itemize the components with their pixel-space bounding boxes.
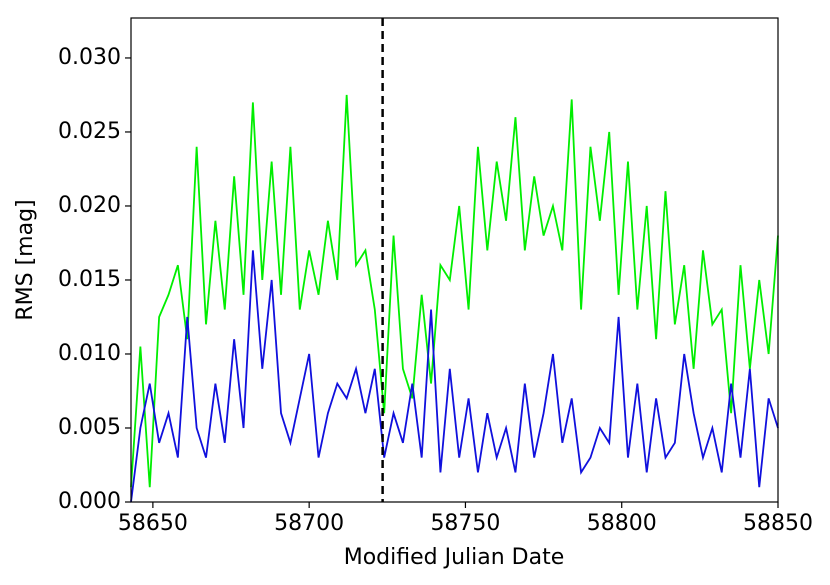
x-tick-label: 58650 — [118, 511, 188, 536]
y-tick-label: 0.000 — [58, 489, 121, 514]
x-tick-label: 58800 — [587, 511, 657, 536]
x-tick-label: 58750 — [430, 511, 500, 536]
plot-frame — [130, 17, 779, 503]
y-tick-label: 0.025 — [58, 119, 121, 144]
x-tick-label: 58700 — [274, 511, 344, 536]
y-tick-label: 0.005 — [58, 415, 121, 440]
series-line — [130, 94, 779, 488]
y-tick-label: 0.020 — [58, 193, 121, 218]
y-tick-label: 0.030 — [58, 45, 121, 70]
x-axis-label: Modified Julian Date — [344, 545, 565, 570]
y-tick-label: 0.010 — [58, 341, 121, 366]
series-line — [130, 250, 779, 503]
y-tick-label: 0.015 — [58, 267, 121, 292]
x-tick-label: 58850 — [743, 511, 813, 536]
y-axis-label: RMS [mag] — [13, 199, 38, 320]
